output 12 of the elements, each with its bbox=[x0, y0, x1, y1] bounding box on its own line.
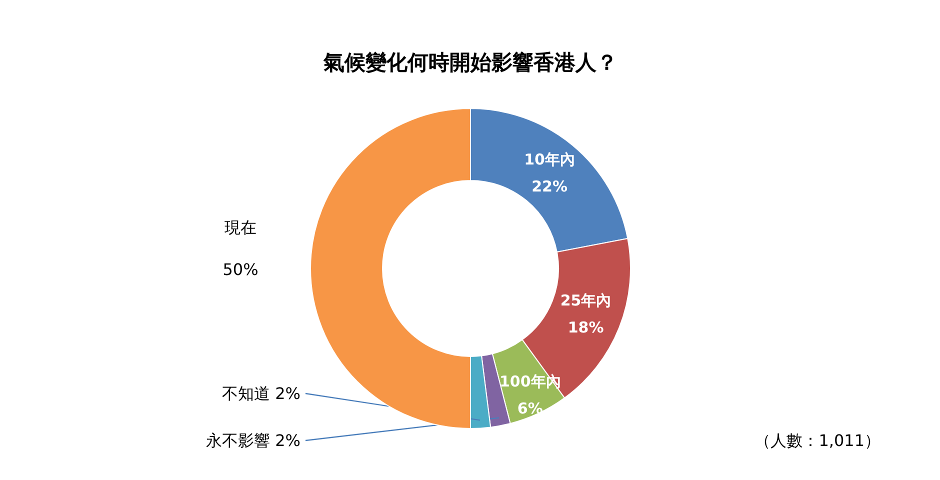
slice-label: 永不影響 2% bbox=[206, 431, 300, 450]
data-label: 22% bbox=[532, 177, 568, 196]
slice-label: 現在 bbox=[224, 218, 256, 238]
slice-label: 100年內 bbox=[499, 372, 561, 391]
slice-label: 10年內 bbox=[524, 150, 575, 168]
data-label: 50% bbox=[222, 260, 258, 279]
slice-label: 25年內 bbox=[560, 292, 612, 310]
slice-label: 不知道 2% bbox=[222, 384, 300, 403]
chart-title: 氣候變化何時開始影響香港人？ bbox=[322, 50, 618, 74]
data-label: 18% bbox=[568, 318, 604, 337]
text: （人數：1,011） bbox=[754, 431, 881, 450]
data-label: 6% bbox=[517, 400, 543, 418]
